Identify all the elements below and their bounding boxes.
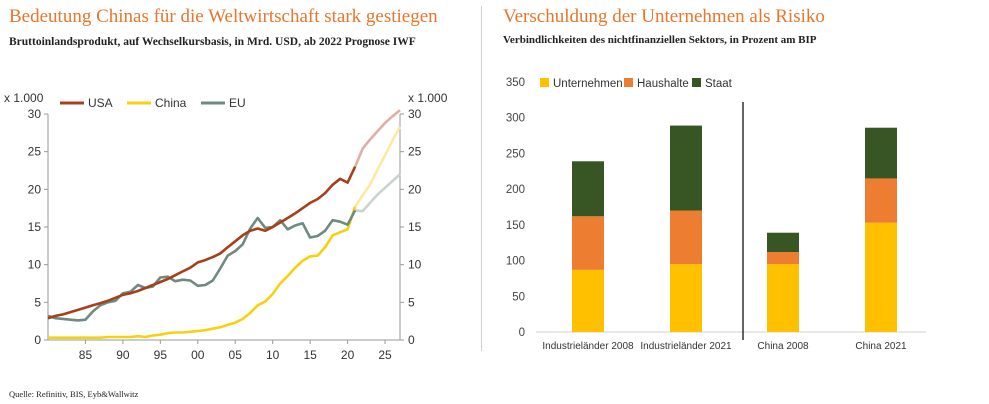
y-axis-unit-left: x 1.000 bbox=[4, 91, 44, 105]
debt-stacked-bar-chart: 0 50 100 150 200 250 300 350 Industrieländer 200… bbox=[506, 77, 926, 352]
y-tick-label: 300 bbox=[506, 113, 525, 125]
legend-haushalte-swatch bbox=[624, 78, 633, 87]
legend-unternehmen-label: Unternehmen bbox=[553, 78, 623, 90]
left-chart-subtitle: Bruttoinlandsprodukt, auf Wechselkursbas… bbox=[9, 36, 416, 48]
x-tick-label: 05 bbox=[229, 348, 243, 360]
y-tick-right-label: 25 bbox=[408, 145, 422, 159]
series-china-line bbox=[48, 206, 357, 340]
bar-staat bbox=[572, 161, 604, 217]
right-chart-title: Verschuldung der Unternehmen als Risiko bbox=[503, 6, 825, 27]
y-tick-right-label: 10 bbox=[408, 258, 422, 272]
y-tick-left-label: 30 bbox=[28, 107, 42, 121]
bar-staat bbox=[767, 232, 799, 252]
y-axis-unit-right: x 1.000 bbox=[408, 91, 448, 105]
category-label: China 2021 bbox=[855, 341, 907, 352]
y-tick-left-label: 20 bbox=[28, 182, 42, 196]
x-tick-label: 20 bbox=[341, 348, 355, 360]
y-tick-right-label: 0 bbox=[408, 333, 415, 347]
legend-usa-label: USA bbox=[88, 96, 113, 110]
y-tick-label: 350 bbox=[506, 77, 525, 89]
legend-eu-label: EU bbox=[229, 96, 246, 110]
series-usa-forecast-line bbox=[353, 109, 401, 168]
source-note: Quelle: Refinitiv, BIS, Eyb&Wallwitz bbox=[9, 389, 139, 399]
y-tick-left-label: 10 bbox=[28, 258, 42, 272]
y-tick-label: 150 bbox=[506, 220, 525, 232]
bar-haushalte bbox=[670, 210, 702, 265]
category-label: China 2008 bbox=[757, 341, 809, 352]
y-tick-right-label: 30 bbox=[408, 107, 422, 121]
y-tick-label: 200 bbox=[506, 184, 525, 196]
panel-divider bbox=[481, 6, 482, 351]
y-tick-label: 250 bbox=[506, 148, 525, 160]
bar-unternehmen bbox=[865, 222, 897, 332]
y-tick-left-label: 0 bbox=[34, 333, 41, 347]
left-chart-title: Bedeutung Chinas für die Weltwirtschaft … bbox=[9, 6, 438, 27]
right-chart-subtitle: Verbindlichkeiten des nichtfinanziellen … bbox=[503, 34, 817, 46]
bar-staat bbox=[670, 125, 702, 211]
y-tick-label: 0 bbox=[519, 327, 525, 339]
x-tick-label: 25 bbox=[378, 348, 392, 360]
x-tick-label: 85 bbox=[79, 348, 93, 360]
series-usa-line bbox=[47, 166, 357, 320]
category-label: Industrieländer 2008 bbox=[542, 341, 634, 352]
x-tick-label: 90 bbox=[116, 348, 130, 360]
legend-haushalte-label: Haushalte bbox=[637, 78, 689, 90]
bar-unternehmen bbox=[767, 264, 799, 332]
bar-unternehmen bbox=[670, 264, 702, 332]
bar-haushalte bbox=[865, 178, 897, 223]
x-tick-label: 95 bbox=[154, 348, 168, 360]
bar-haushalte bbox=[572, 216, 604, 270]
x-tick-label: 10 bbox=[266, 348, 280, 360]
series-eu-forecast-line bbox=[354, 173, 401, 213]
y-tick-right-label: 5 bbox=[408, 295, 415, 309]
category-label: Industrieländer 2021 bbox=[640, 341, 732, 352]
legend-china-label: China bbox=[155, 96, 187, 110]
series-china-forecast-line bbox=[354, 126, 402, 208]
legend-staat-swatch bbox=[692, 78, 701, 87]
y-tick-left-label: 15 bbox=[28, 220, 42, 234]
bar-haushalte bbox=[767, 252, 799, 265]
bar-staat bbox=[865, 127, 897, 179]
y-tick-right-label: 20 bbox=[408, 182, 422, 196]
y-tick-label: 50 bbox=[512, 291, 525, 303]
legend-staat-label: Staat bbox=[705, 78, 733, 90]
x-tick-label: 15 bbox=[303, 348, 317, 360]
y-tick-label: 100 bbox=[506, 256, 525, 268]
y-tick-right-label: 15 bbox=[408, 220, 422, 234]
bar-unternehmen bbox=[572, 269, 604, 332]
y-tick-left-label: 25 bbox=[28, 145, 42, 159]
y-tick-left-label: 5 bbox=[34, 295, 41, 309]
x-tick-label: 00 bbox=[191, 348, 205, 360]
legend-unternehmen-swatch bbox=[540, 78, 549, 87]
series-eu-line bbox=[47, 209, 357, 322]
